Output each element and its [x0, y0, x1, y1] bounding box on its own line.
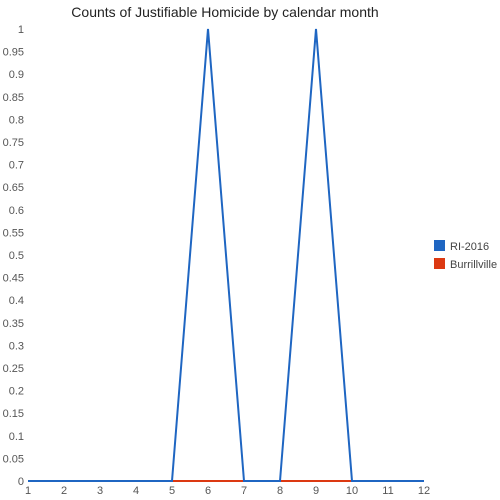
y-tick-label: 0.75	[3, 137, 24, 149]
series-lines	[28, 29, 424, 481]
y-tick-label: 0.2	[9, 386, 24, 398]
x-axis-tick-labels: 1 2 3 4 5 6 7 8 9 10 11 12	[25, 485, 430, 497]
y-tick-label: 0.6	[9, 205, 24, 217]
y-tick-label: 0.65	[3, 182, 24, 194]
y-tick-label: 0.8	[9, 114, 24, 126]
y-tick-label: 0.7	[9, 160, 24, 172]
x-tick-label: 1	[25, 485, 31, 497]
y-tick-label: 0.35	[3, 318, 24, 330]
legend-swatch	[434, 240, 445, 251]
x-tick-label: 6	[205, 485, 211, 497]
y-tick-label: 0.4	[9, 295, 24, 307]
y-tick-label: 0	[18, 476, 24, 488]
y-tick-label: 0.3	[9, 340, 24, 352]
legend: RI-2016 Burrillville	[434, 240, 497, 271]
legend-label: RI-2016	[450, 241, 489, 253]
y-tick-label: 0.5	[9, 250, 24, 262]
series-line-ri-2016	[28, 29, 424, 481]
y-tick-label: 0.45	[3, 273, 24, 285]
y-tick-label: 0.1	[9, 431, 24, 443]
legend-label: Burrillville	[450, 259, 497, 271]
y-tick-label: 0.55	[3, 227, 24, 239]
y-tick-label: 0.9	[9, 69, 24, 81]
y-tick-label: 0.95	[3, 47, 24, 59]
x-tick-label: 11	[382, 485, 393, 497]
y-tick-label: 0.85	[3, 92, 24, 104]
x-tick-label: 5	[169, 485, 175, 497]
chart-title: Counts of Justifiable Homicide by calend…	[71, 4, 378, 20]
y-tick-label: 0.05	[3, 453, 24, 465]
legend-swatch	[434, 258, 445, 269]
x-tick-label: 10	[346, 485, 358, 497]
x-tick-label: 8	[277, 485, 283, 497]
x-tick-label: 9	[313, 485, 319, 497]
x-tick-label: 4	[133, 485, 139, 497]
y-tick-label: 1	[18, 24, 24, 36]
y-tick-label: 0.15	[3, 408, 24, 420]
y-axis-tick-labels: 0 0.05 0.1 0.15 0.2 0.25 0.3 0.35 0.4 0.45 0.5 0.55…	[3, 24, 24, 488]
y-tick-label: 0.25	[3, 363, 24, 375]
x-tick-label: 7	[241, 485, 247, 497]
x-tick-label: 12	[418, 485, 430, 497]
x-tick-label: 2	[61, 485, 67, 497]
x-tick-label: 3	[97, 485, 103, 497]
